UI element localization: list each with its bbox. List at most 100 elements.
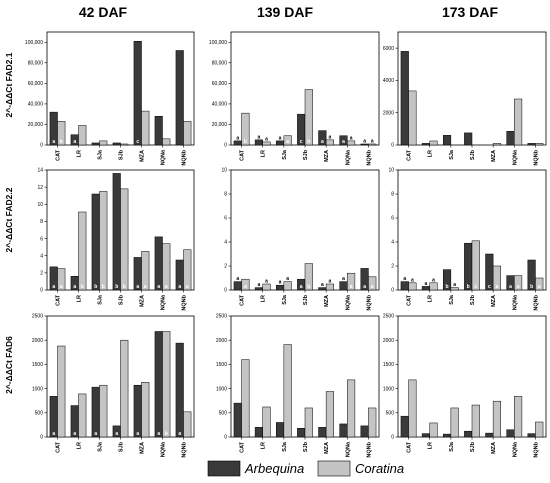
y-tick-label: 2500 (383, 314, 394, 320)
y-tick-label: 4000 (383, 78, 394, 84)
y-tick-label: 4 (40, 253, 43, 259)
significance-label: a (432, 277, 435, 283)
category-label: SJb (470, 294, 476, 305)
bar-arbequina-mza (485, 432, 494, 438)
y-tick-label: 6 (40, 236, 43, 242)
y-tick-label: 0 (224, 435, 227, 441)
category-label: MZA (140, 295, 146, 307)
significance-label: a (329, 134, 332, 140)
significance-label: a (279, 135, 282, 141)
bar-coratina-sjb (120, 339, 129, 438)
bar-arbequina-nqnb (175, 342, 184, 438)
y-tick-label: 10 (37, 202, 43, 208)
bar-coratina-nqnb (368, 407, 377, 438)
axes-frame (46, 31, 195, 146)
bar-arbequina-nqna (154, 115, 163, 146)
category-label: SJb (303, 149, 309, 160)
significance-label: a (286, 139, 289, 145)
significance-label: a (52, 284, 55, 290)
bar-coratina-sjb (120, 188, 129, 291)
category-label: LR (77, 442, 83, 449)
bar-coratina-nqna (162, 243, 171, 291)
significance-label: b (102, 284, 105, 290)
bar-arbequina-cat (400, 51, 409, 146)
significance-label: b (60, 139, 63, 145)
y-tick-label: 2 (224, 264, 227, 270)
significance-label: a (52, 431, 55, 437)
bar-coratina-lr (262, 283, 271, 291)
y-tick-label: 2000 (383, 110, 394, 116)
category-label: CAT (56, 149, 62, 161)
bar-coratina-sja (283, 281, 292, 291)
bar-coratina-nqna (347, 272, 356, 291)
significance-label: a (178, 431, 181, 437)
bar-arbequina-sja (275, 140, 285, 146)
category-label: SJa (282, 441, 288, 452)
y-tick-label: 1000 (383, 386, 394, 392)
legend: Arbequina Coratina (207, 460, 404, 477)
significance-label: a (115, 431, 118, 437)
significance-label: a (73, 431, 76, 437)
bar-arbequina-cat (233, 140, 242, 146)
y-tick-label: 1500 (383, 362, 394, 368)
panel-3-3: 0 500 1000 1500 2000 2500 CAT LR SJa SJb MZA NQNa NQ… (383, 314, 547, 458)
significance-label: a (52, 139, 55, 145)
significance-label: a (157, 431, 160, 437)
category-label: LR (77, 150, 83, 157)
category-label: NQNb (533, 149, 539, 165)
bar-arbequina-sja (91, 142, 100, 146)
significance-label: b (115, 284, 118, 290)
y-tick-label: 0 (391, 143, 394, 149)
bar-coratina-cat (408, 379, 417, 438)
bar-coratina-nqna (514, 98, 523, 146)
bar-coratina-mza (492, 400, 502, 438)
significance-label: a (236, 135, 239, 141)
bar-coratina-sjb (471, 404, 480, 438)
category-label: CAT (240, 441, 246, 453)
category-label: MZA (324, 442, 330, 454)
category-label: MZA (324, 150, 330, 162)
significance-label: a (321, 282, 324, 288)
category-label: MZA (140, 442, 146, 454)
significance-label: a (136, 431, 139, 437)
y-tick-label: 2 (40, 271, 43, 277)
y-tick-label: 10 (388, 168, 394, 174)
bar-coratina-lr (429, 422, 438, 438)
bar-arbequina-nqnb (527, 259, 536, 291)
category-label: MZA (140, 150, 146, 162)
bar-arbequina-sja (442, 135, 452, 146)
significance-label: a (73, 139, 76, 145)
bar-coratina-cat (57, 268, 66, 291)
category-label: MZA (491, 295, 497, 307)
y-tick-label: 1000 (216, 386, 227, 392)
y-tick-label: 6 (224, 216, 227, 222)
category-label: CAT (240, 149, 246, 161)
category-label: SJb (119, 149, 125, 160)
category-label: SJa (98, 441, 104, 452)
category-label: SJb (470, 441, 476, 452)
bar-arbequina-lr (421, 286, 430, 291)
category-label: SJb (303, 294, 309, 305)
y-tick-label: 2500 (32, 314, 43, 320)
bar-coratina-cat (241, 112, 250, 146)
significance-label: a (425, 281, 428, 287)
row-title-1: 2^-ΔΔCt FAD2.1 (4, 52, 14, 117)
bar-arbequina-cat (233, 281, 242, 291)
significance-label: a (279, 280, 282, 286)
category-label: LR (428, 150, 434, 157)
y-tick-label: 80,000 (28, 61, 44, 67)
bar-arbequina-nqna (339, 135, 348, 146)
y-tick-label: 1500 (216, 362, 227, 368)
bar-arbequina-nqnb (360, 425, 369, 438)
bar-coratina-sjb (304, 89, 313, 146)
category-label: NQNa (512, 441, 518, 457)
category-label: NQNb (182, 294, 188, 310)
y-tick-label: 40,000 (212, 102, 228, 108)
y-tick-label: 40,000 (28, 102, 44, 108)
y-tick-label: 20,000 (28, 122, 44, 128)
significance-label: b (446, 284, 449, 290)
significance-label: a (453, 282, 456, 288)
bar-arbequina-sja (275, 284, 285, 291)
